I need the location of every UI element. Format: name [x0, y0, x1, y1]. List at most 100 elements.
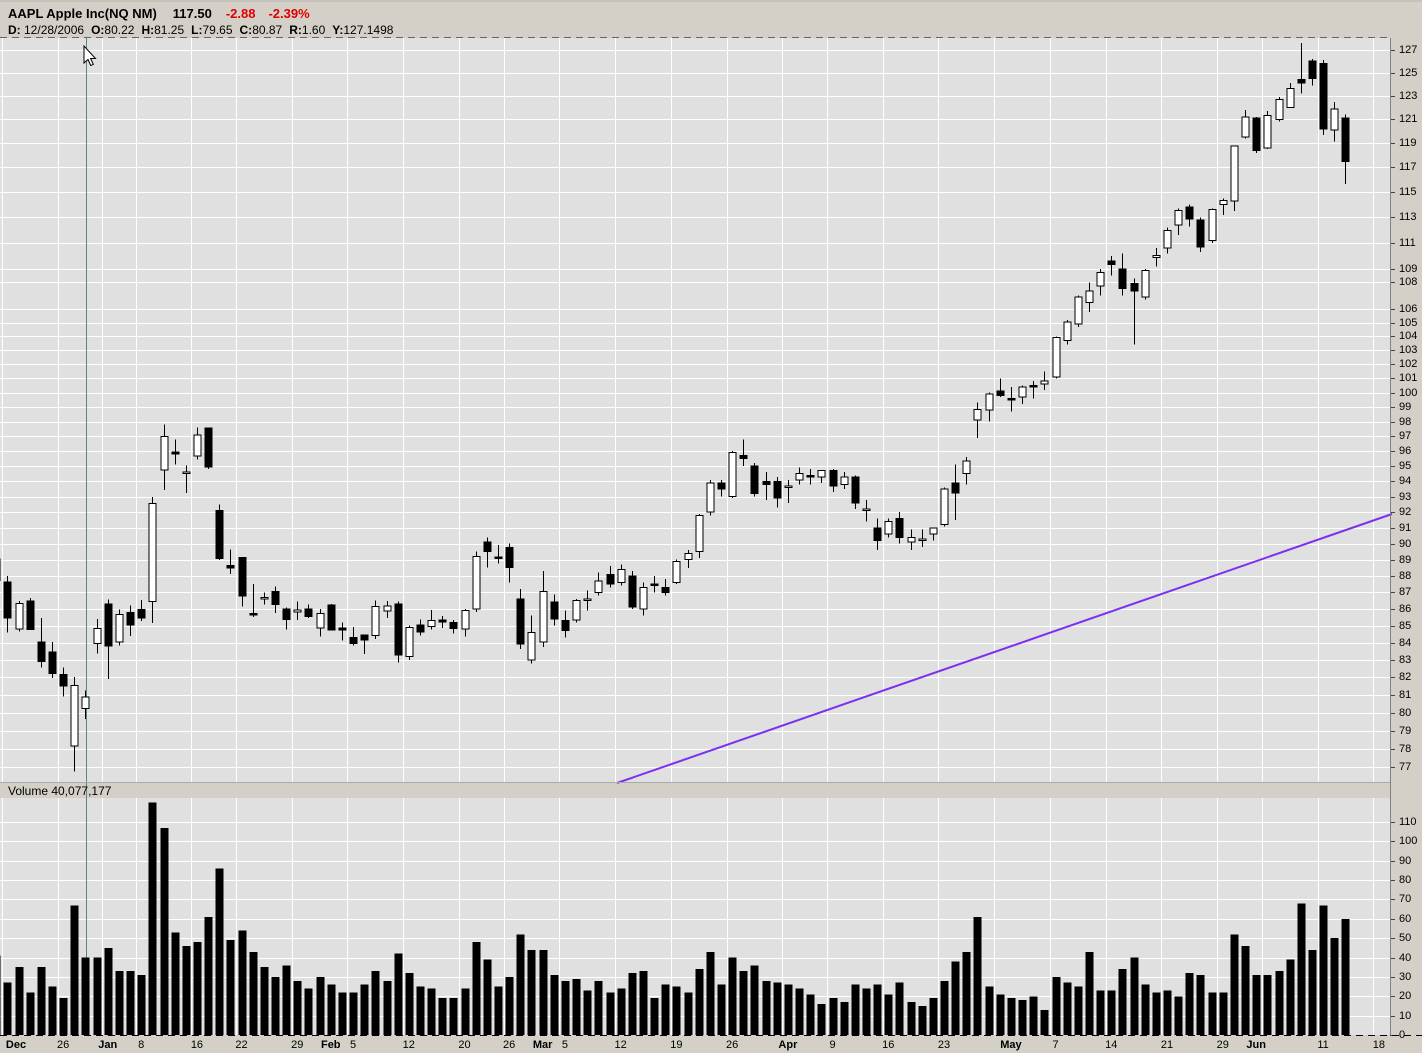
candlestick [1341, 117, 1350, 162]
volume-bar [1196, 974, 1205, 1035]
volume-bar [661, 984, 670, 1035]
candlestick [717, 482, 726, 490]
candlestick [349, 637, 358, 645]
volume-bar [416, 986, 425, 1035]
candlestick [773, 480, 782, 499]
candlestick [873, 527, 882, 542]
volume-bar [516, 934, 525, 1035]
price-axis-label: 88 [1399, 569, 1412, 582]
volume-bar [1130, 957, 1139, 1035]
candlestick [895, 517, 904, 538]
candlestick [1130, 283, 1139, 292]
volume-bar [104, 947, 113, 1035]
volume-axis-label: 20 [1399, 990, 1412, 1003]
volume-bar [1185, 973, 1194, 1035]
volume-bar [1118, 969, 1127, 1035]
candlestick [1052, 336, 1061, 378]
volume-bar [282, 965, 291, 1035]
candlestick [483, 541, 492, 553]
candlestick [81, 696, 90, 710]
volume-bar [962, 951, 971, 1035]
candlestick [193, 434, 202, 457]
volume-bar [717, 984, 726, 1035]
volume-bar [349, 992, 358, 1035]
candlestick [784, 485, 793, 488]
volume-bar [762, 980, 771, 1035]
candlestick [126, 612, 135, 626]
volume-bar [862, 988, 871, 1035]
candlestick [327, 604, 336, 631]
volume-bar [26, 992, 35, 1035]
candlestick [472, 556, 481, 610]
price-axis-label: 90 [1399, 537, 1412, 550]
candlestick [383, 605, 392, 612]
volume-bar [1174, 996, 1183, 1035]
candlestick [1275, 99, 1284, 120]
volume-bar [817, 1004, 826, 1035]
volume-bar [3, 982, 12, 1035]
volume-bar [739, 971, 748, 1035]
volume-bar [1252, 974, 1261, 1035]
volume-bar [1141, 984, 1150, 1035]
date-axis-label: 20 [458, 1039, 471, 1051]
volume-axis-label: 40 [1399, 951, 1412, 964]
volume-bar [840, 1002, 849, 1035]
candlestick [940, 488, 949, 526]
price-axis-label: 105 [1399, 316, 1418, 329]
candlestick [929, 527, 938, 535]
candlestick [1219, 199, 1228, 206]
volume-bar [1018, 1000, 1027, 1035]
candlestick [639, 586, 648, 610]
price-axis-label: 91 [1399, 521, 1412, 534]
volume-bar [494, 986, 503, 1035]
candlestick [1040, 380, 1049, 385]
volume-bar [606, 992, 615, 1035]
volume-bar [438, 998, 447, 1035]
volume-bar [806, 994, 815, 1035]
date-axis-label: Feb [320, 1039, 341, 1051]
volume-bar [137, 974, 146, 1035]
candlestick [962, 460, 971, 475]
date-axis-label: 14 [1105, 1039, 1118, 1051]
volume-bar [1286, 959, 1295, 1035]
volume-bar [572, 978, 581, 1035]
candlestick [93, 627, 102, 644]
ohlc-field: Y:127.1498 [332, 23, 394, 37]
candlestick [293, 609, 302, 613]
candlestick [561, 620, 570, 632]
price-axis-label: 92 [1399, 506, 1412, 519]
price-pane-surface[interactable] [0, 38, 1390, 782]
candlestick [840, 476, 849, 485]
volume-bar [249, 951, 258, 1035]
price-axis-label: 98 [1399, 415, 1412, 428]
candlestick [260, 596, 269, 600]
volume-bar [238, 930, 247, 1035]
volume-bar [472, 942, 481, 1035]
volume-bar [583, 990, 592, 1035]
volume-bar [1330, 938, 1339, 1035]
candlestick [104, 603, 113, 647]
volume-bar [561, 980, 570, 1035]
volume-axis-label: 0 [1399, 1029, 1406, 1041]
volume-bar [1208, 992, 1217, 1035]
candlestick [606, 573, 615, 585]
volume-bar [1107, 990, 1116, 1035]
volume-axis-label: 10 [1399, 1009, 1412, 1022]
candlestick [1007, 397, 1016, 401]
date-axis-label: Jun [1246, 1039, 1266, 1051]
candlestick [817, 470, 826, 478]
volume-bar [15, 967, 24, 1035]
volume-bar [1319, 905, 1328, 1035]
volume-axis-label: 100 [1399, 835, 1418, 848]
date-axis-label: 5 [561, 1039, 568, 1051]
price-axis-label: 109 [1399, 263, 1418, 276]
volume-bar [539, 949, 548, 1035]
volume-bar [371, 971, 380, 1035]
volume-bar [338, 992, 347, 1035]
trendline [616, 513, 1393, 784]
date-axis-label: Apr [778, 1039, 798, 1051]
price-axis-label: 81 [1399, 688, 1412, 701]
ohlc-data-line: D: 12/28/2006 O:80.22 H:81.25 L:79.65 C:80.8… [8, 23, 400, 37]
volume-bar [160, 827, 169, 1035]
